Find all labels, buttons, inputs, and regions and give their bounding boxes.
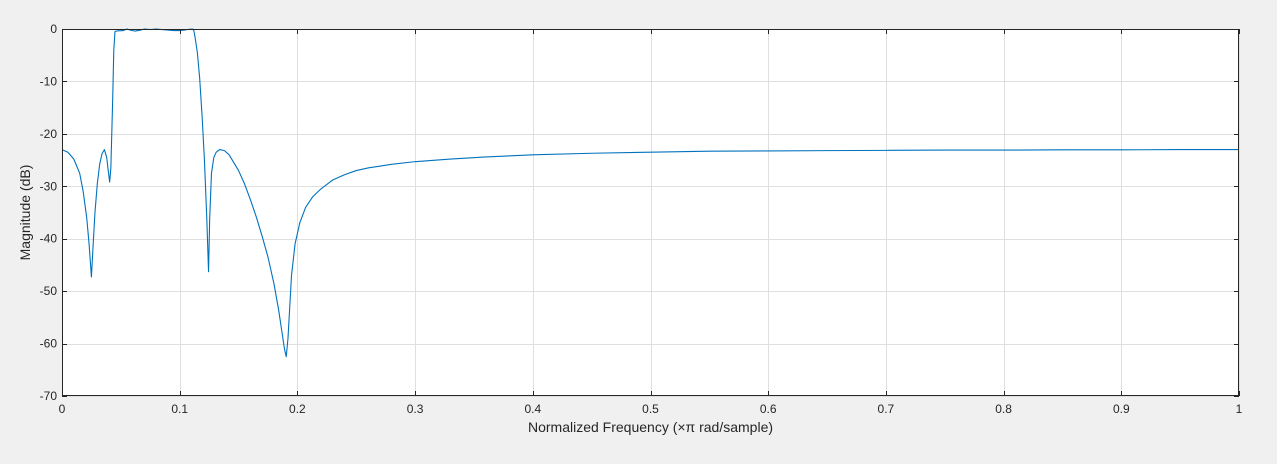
y-axis-label: Magnitude (dB) [17,165,33,261]
y-tick-label: 0 [50,22,57,36]
x-tick-label: 0.4 [524,402,541,416]
plot-lines [61,28,1239,358]
y-tick-label: -50 [40,284,58,298]
x-tick-label: 0.6 [760,402,777,416]
y-tick-label: -40 [40,232,58,246]
x-axis-label: Normalized Frequency (×π rad/sample) [528,419,773,435]
x-tick-label: 0.2 [289,402,306,416]
y-tick-label: -30 [40,179,58,193]
axes-area [62,29,1239,396]
x-tick-label: 1 [1236,402,1243,416]
y-tick-label: -60 [40,337,58,351]
x-tick-label: 0.1 [171,402,188,416]
x-tick-label: 0.9 [1113,402,1130,416]
x-tick-label: 0.7 [878,402,895,416]
tick-marks [62,29,1240,397]
y-tick-label: -20 [40,127,58,141]
x-tick-labels: 0 0.1 0.2 0.3 0.4 0.5 0.6 0.7 0.8 0.9 1 [59,402,1243,416]
grid-lines [62,29,1240,397]
x-tick-label: 0 [59,402,66,416]
y-tick-label: -10 [40,74,58,88]
axes-border [62,29,1239,396]
y-tick-label: -70 [40,389,58,403]
magnitude-line [61,28,1239,358]
x-tick-label: 0.3 [407,402,424,416]
x-tick-label: 0.8 [995,402,1012,416]
y-tick-labels: 0 -10 -20 -30 -40 -50 -60 -70 [40,22,58,403]
x-tick-label: 0.5 [642,402,659,416]
